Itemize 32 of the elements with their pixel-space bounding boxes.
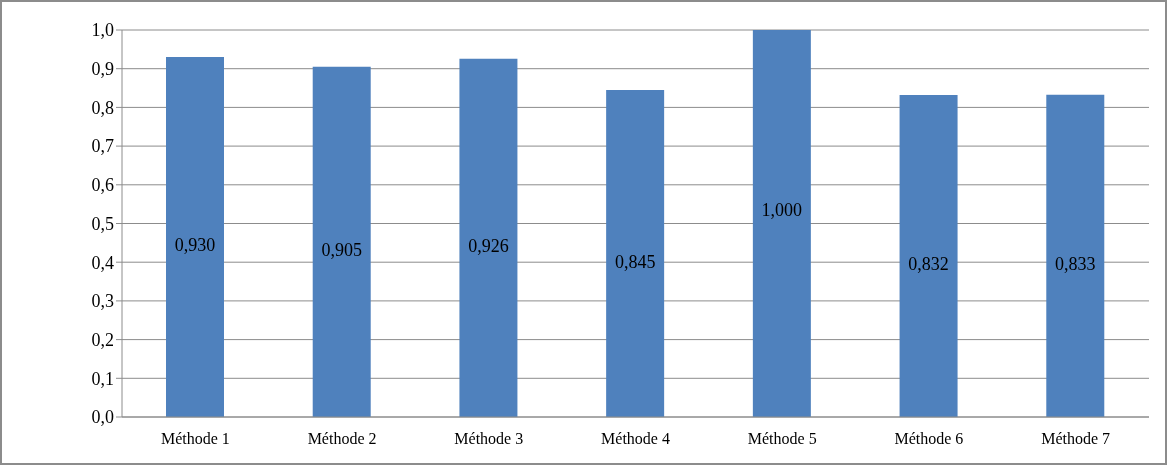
x-tick-label: Méthode 4 [601,430,670,448]
data-label: 0,833 [1055,253,1096,274]
x-tick-label: Méthode 5 [747,430,817,448]
y-tick-label: 1,0 [91,20,114,41]
bar [1046,94,1105,417]
y-tick-label: 0,5 [91,213,114,234]
bar [312,66,371,417]
x-tick-label: Méthode 7 [1041,430,1111,448]
y-tick-label: 0,0 [91,407,114,428]
data-label: 0,905 [321,240,362,261]
data-label: 1,000 [761,199,803,220]
y-tick-label: 0,2 [91,329,114,350]
y-tick-label: 0,1 [91,368,114,389]
bar [459,58,518,417]
data-label: 0,832 [908,254,949,275]
y-tick-label: 0,3 [91,291,114,312]
bar [606,89,665,417]
y-tick-label: 0,7 [91,136,114,157]
x-tick-label: Méthode 1 [160,430,230,448]
data-label: 0,926 [468,235,509,256]
y-tick-label: 0,9 [91,59,114,80]
x-tick-label: Méthode 3 [454,430,524,448]
y-tick-label: 0,6 [91,175,114,196]
y-tick-label: 0,4 [91,252,114,273]
data-label: 0,845 [614,251,656,272]
bar [166,57,224,417]
y-tick-label: 0,8 [91,97,114,118]
data-label: 0,930 [174,235,216,256]
x-tick-label: Méthode 6 [894,430,964,448]
bar [752,30,811,417]
bar [899,95,958,417]
x-tick-label: Méthode 2 [307,430,377,448]
